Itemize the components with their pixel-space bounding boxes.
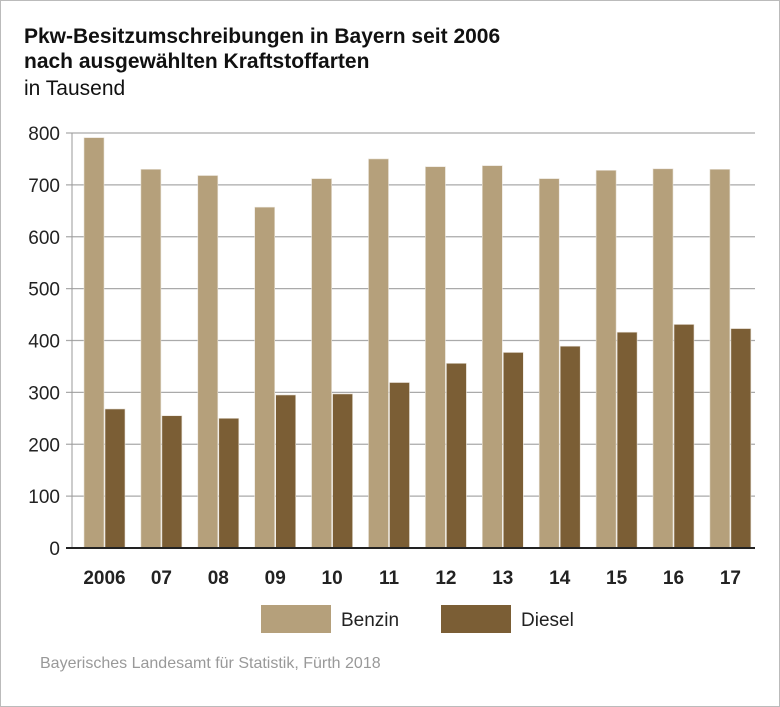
bar-benzin: [197, 175, 219, 549]
bar-diesel: [332, 393, 353, 549]
x-tick-label: 2006: [83, 568, 125, 589]
bar-benzin: [481, 165, 503, 549]
bar-benzin: [709, 169, 731, 549]
x-tick-label: 13: [492, 568, 513, 589]
y-tick-label: 700: [28, 176, 60, 197]
x-tick-label: 12: [435, 568, 456, 589]
bar-benzin: [368, 158, 389, 549]
x-tick-label: 14: [549, 568, 571, 589]
bar-diesel: [616, 331, 638, 549]
x-tick-label: 16: [663, 568, 684, 589]
bar-benzin: [254, 206, 275, 549]
bar-diesel: [389, 382, 410, 549]
bar-diesel: [502, 352, 524, 549]
x-tick-label: 07: [151, 568, 172, 589]
bar-diesel: [161, 415, 183, 549]
y-tick-label: 500: [28, 280, 60, 301]
source-note: Bayerisches Landesamt für Statistik, Für…: [40, 655, 381, 672]
bar-diesel: [104, 408, 126, 549]
x-tick-label: 15: [606, 568, 628, 589]
y-tick-label: 800: [28, 124, 60, 145]
bar-benzin: [595, 170, 617, 549]
bar-benzin: [425, 166, 446, 549]
legend-label-diesel: Diesel: [521, 610, 574, 631]
y-tick-label: 600: [28, 228, 60, 249]
bar-diesel: [559, 345, 581, 549]
bar-diesel: [275, 394, 297, 549]
x-tick-label: 09: [265, 568, 286, 589]
bar-benzin: [311, 178, 332, 549]
chart-unit: in Tausend: [24, 77, 126, 100]
chart-subtitle: nach ausgewählten Kraftstoffarten: [24, 50, 370, 73]
legend-swatch-benzin: [261, 605, 331, 633]
x-tick-label: 17: [720, 568, 741, 589]
legend-swatch-diesel: [441, 605, 511, 633]
x-tick-label: 10: [322, 568, 343, 589]
x-tick-label: 08: [208, 568, 229, 589]
bar-benzin: [140, 169, 162, 549]
bar-benzin: [538, 178, 560, 549]
y-tick-label: 0: [49, 539, 60, 560]
bar-diesel: [673, 324, 695, 549]
x-tick-label: 11: [379, 568, 400, 589]
bar-diesel: [446, 363, 467, 549]
chart-title: Pkw-Besitzumschreibungen in Bayern seit …: [24, 25, 501, 48]
y-tick-label: 100: [28, 487, 60, 508]
bar-benzin: [83, 137, 105, 549]
y-tick-label: 200: [28, 435, 60, 456]
bar-diesel: [730, 328, 752, 549]
y-tick-label: 400: [28, 332, 60, 353]
legend-label-benzin: Benzin: [341, 610, 399, 631]
bar-diesel: [218, 418, 240, 549]
y-tick-label: 300: [28, 383, 60, 404]
bar-benzin: [652, 168, 674, 549]
